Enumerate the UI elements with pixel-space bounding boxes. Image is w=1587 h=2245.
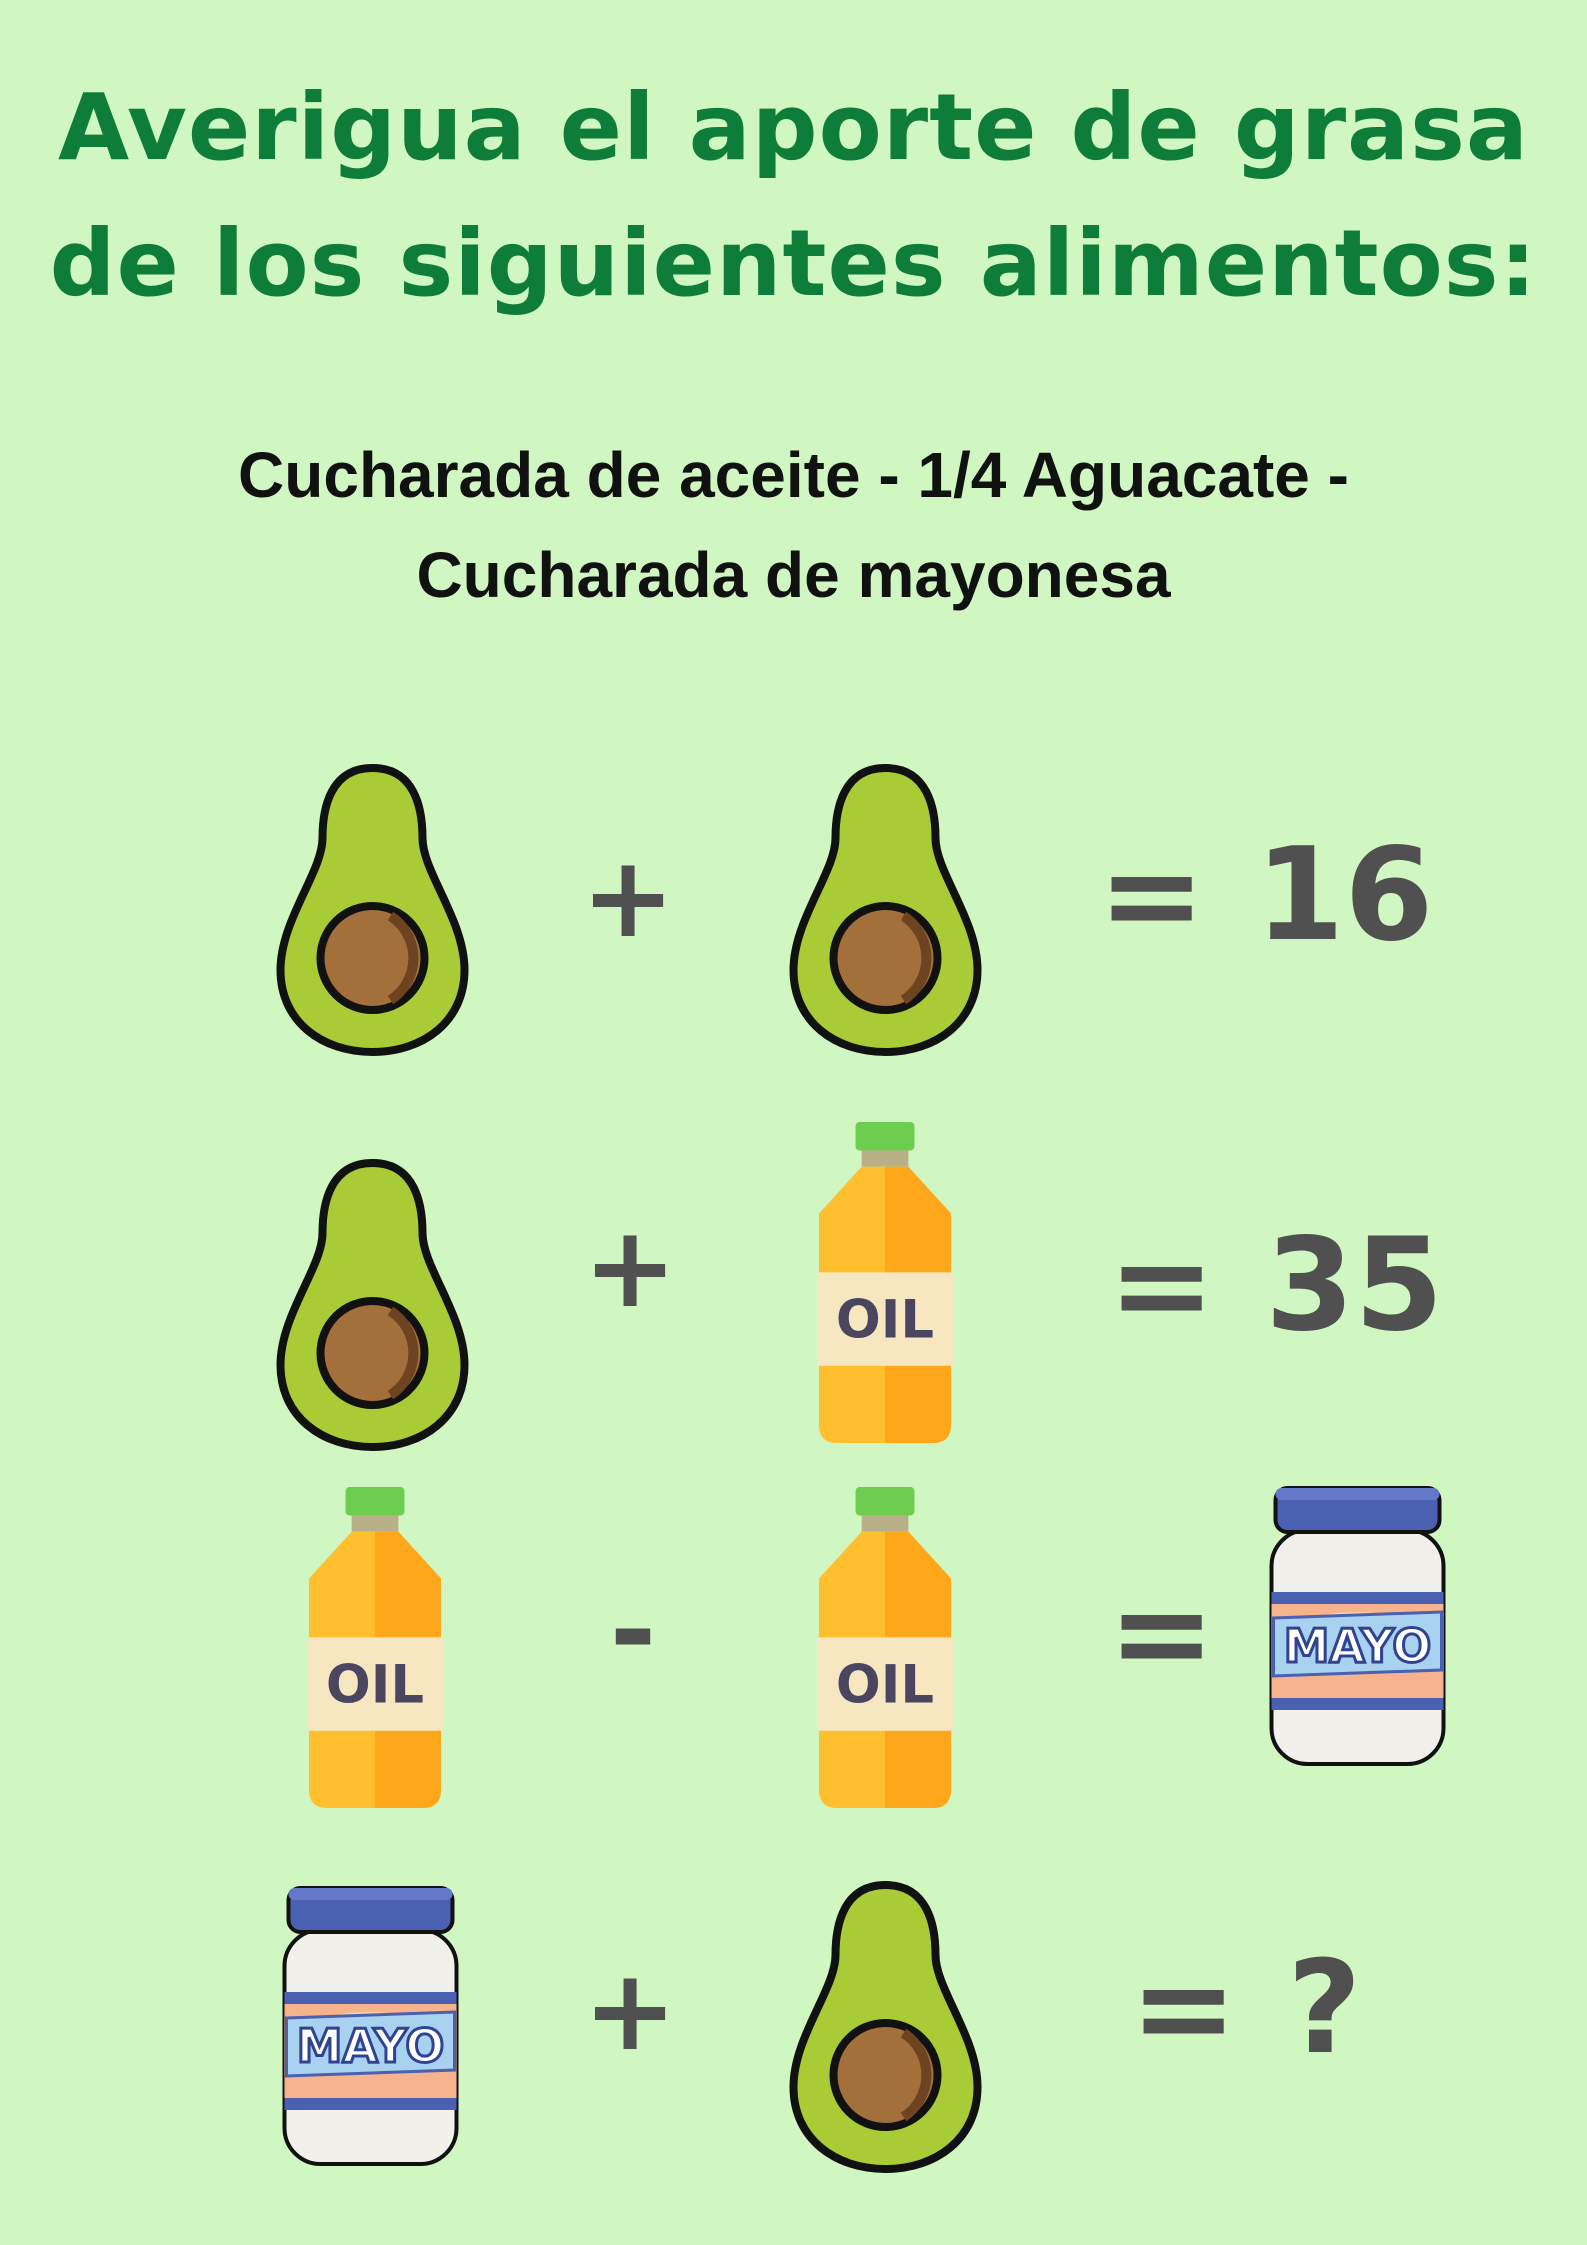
operator-2: + xyxy=(583,1203,677,1333)
title-line-1: Averigua el aporte de grasa xyxy=(58,74,1529,181)
result-value-4: ? xyxy=(1287,1934,1362,2083)
mayo-jar-icon: MAYO xyxy=(1255,1480,1460,1770)
avocado-icon xyxy=(783,760,988,1060)
avocado-icon xyxy=(270,760,475,1060)
equals-sign-3: = xyxy=(1108,1559,1216,1708)
equals-sign-4: = xyxy=(1130,1934,1238,2083)
result-3: = xyxy=(1108,1570,1215,1698)
mayo-label: MAYO xyxy=(1284,1619,1432,1673)
mayo-jar-icon: MAYO xyxy=(268,1880,473,2170)
oil-bottle-icon: OIL xyxy=(806,1485,964,1810)
avocado-icon xyxy=(270,1155,475,1455)
equals-sign-2: = xyxy=(1108,1211,1216,1360)
operator-1: + xyxy=(581,833,675,963)
oil-bottle-icon: OIL xyxy=(806,1120,964,1445)
subtitle-line-2: Cucharada de mayonesa xyxy=(416,539,1171,611)
oil-label: OIL xyxy=(836,1289,934,1350)
oil-label: OIL xyxy=(836,1654,934,1715)
operator-3: - xyxy=(609,1566,657,1696)
result-1: = 16 xyxy=(1098,832,1433,960)
mayo-label: MAYO xyxy=(297,2019,445,2073)
oil-bottle-icon: OIL xyxy=(296,1485,454,1810)
page-subtitle: Cucharada de aceite - 1/4 Aguacate - Cuc… xyxy=(0,425,1587,625)
title-line-2: de los siguientes alimentos: xyxy=(49,210,1538,317)
result-value-1: 16 xyxy=(1255,821,1434,970)
oil-label: OIL xyxy=(326,1654,424,1715)
result-value-2: 35 xyxy=(1265,1211,1444,1360)
page-title: Averigua el aporte de grasa de los sigui… xyxy=(0,60,1587,332)
result-2: = 35 xyxy=(1108,1222,1443,1350)
operator-4: + xyxy=(583,1946,677,2076)
result-4: =? xyxy=(1130,1945,1362,2073)
avocado-icon xyxy=(783,1877,988,2177)
subtitle-line-1: Cucharada de aceite - 1/4 Aguacate - xyxy=(238,439,1349,511)
equals-sign-1: = xyxy=(1098,821,1206,970)
